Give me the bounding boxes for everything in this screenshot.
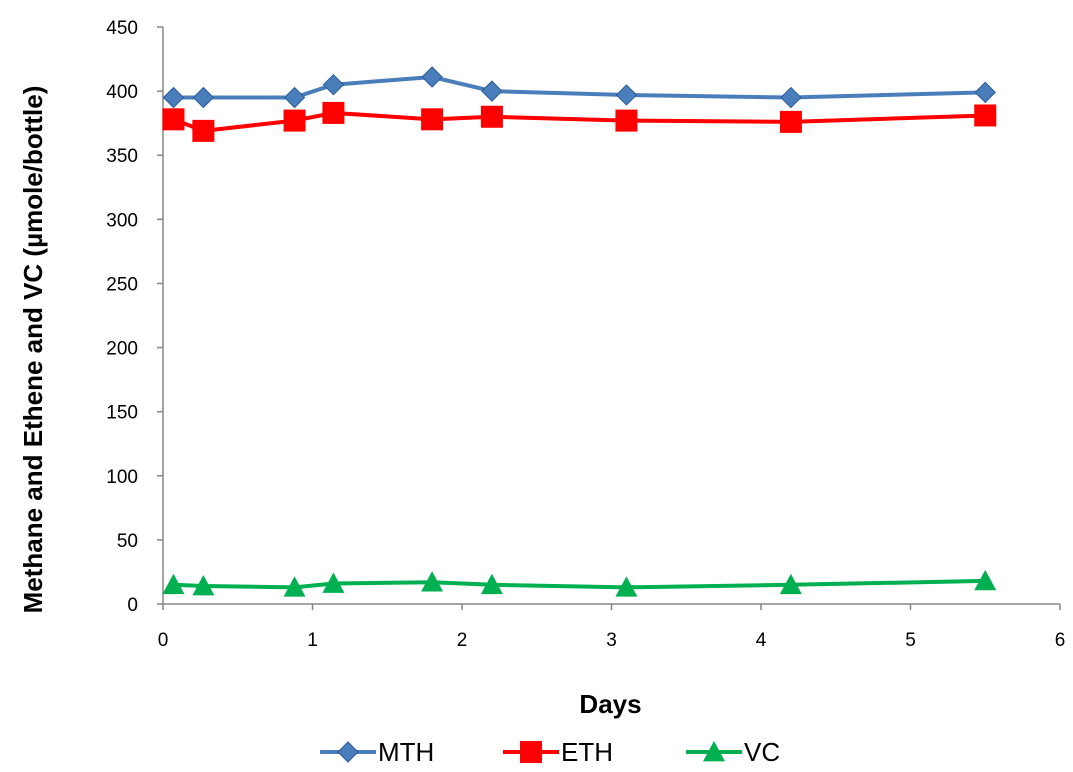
data-point-eth — [283, 109, 306, 132]
y-tick-label: 50 — [117, 531, 138, 552]
data-point-eth — [615, 109, 638, 132]
x-tick-label: 4 — [756, 630, 767, 651]
legend-marker-mth — [337, 741, 359, 763]
data-point-vc — [615, 576, 638, 597]
x-tick-label: 3 — [606, 630, 617, 651]
series-mth — [162, 66, 996, 109]
y-tick-label: 100 — [106, 467, 138, 488]
data-point-mth — [615, 84, 638, 106]
data-point-eth — [322, 101, 345, 124]
legend: MTH ETH VC — [320, 737, 780, 767]
data-point-mth — [780, 86, 802, 109]
data-point-eth — [974, 104, 997, 127]
y-tick-label: 300 — [106, 210, 138, 231]
x-tick-label: 0 — [158, 630, 169, 651]
y-tick-label: 400 — [106, 82, 138, 103]
y-tick-labels: 0 50 100 150 200 250 300 350 400 450 — [106, 18, 163, 616]
legend-label-eth: ETH — [561, 737, 613, 767]
x-tick-label: 5 — [905, 630, 916, 651]
legend-item-eth: ETH — [503, 737, 613, 767]
x-tick-label: 2 — [457, 630, 468, 651]
series-eth — [162, 101, 997, 142]
data-point-vc — [480, 573, 503, 595]
legend-marker-vc — [703, 741, 725, 762]
data-point-vc — [162, 573, 185, 595]
x-tick-labels: 0 1 2 3 4 5 6 — [158, 604, 1066, 651]
legend-item-mth: MTH — [320, 737, 434, 767]
data-point-mth — [421, 66, 443, 88]
data-point-mth — [322, 73, 345, 96]
data-point-mth — [974, 81, 996, 104]
x-tick-label: 6 — [1055, 630, 1066, 651]
y-tick-label: 150 — [106, 403, 138, 424]
legend-marker-eth — [520, 741, 542, 763]
data-point-eth — [162, 108, 185, 131]
data-point-eth — [421, 108, 444, 131]
data-point-eth — [779, 110, 802, 133]
data-point-vc — [192, 575, 215, 596]
data-point-eth — [480, 105, 503, 128]
y-tick-label: 450 — [106, 18, 138, 39]
y-tick-label: 250 — [106, 274, 138, 295]
x-axis-title: Days — [579, 689, 641, 719]
data-point-vc — [421, 571, 444, 592]
y-tick-label: 200 — [106, 339, 138, 360]
legend-item-vc: VC — [686, 737, 780, 767]
data-point-vc — [779, 573, 802, 595]
data-point-vc — [283, 576, 306, 597]
series-vc — [162, 569, 997, 597]
data-point-mth — [192, 86, 215, 109]
y-tick-label: 0 — [127, 595, 138, 616]
data-point-mth — [481, 80, 503, 102]
legend-label-mth: MTH — [378, 737, 434, 767]
x-tick-label: 1 — [307, 630, 318, 651]
data-point-mth — [162, 86, 185, 109]
y-tick-label: 350 — [106, 146, 138, 167]
data-point-eth — [192, 119, 215, 142]
series — [162, 66, 997, 597]
legend-label-vc: VC — [744, 737, 780, 767]
y-axis-title: Methane and Ethene and VC (µmole/bottle) — [18, 86, 48, 614]
data-point-vc — [322, 572, 345, 593]
data-point-mth — [283, 86, 306, 109]
data-point-vc — [974, 569, 997, 591]
